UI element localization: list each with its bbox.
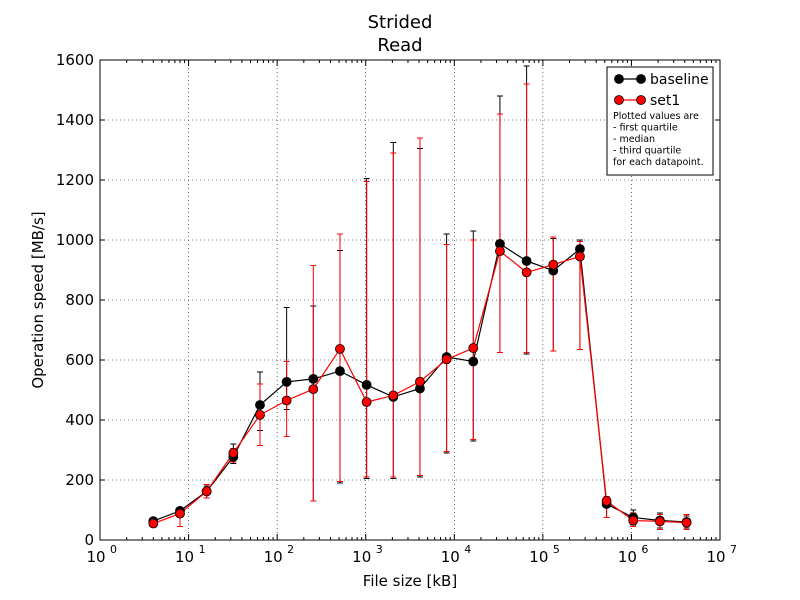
x-tick-label: 10 bbox=[441, 548, 460, 566]
legend-note-line: Plotted values are bbox=[613, 111, 699, 122]
legend-note-line: - median bbox=[613, 134, 655, 145]
x-tick-label: 10 bbox=[529, 548, 548, 566]
x-tick-label: 10 bbox=[618, 548, 637, 566]
legend-label-set1: set1 bbox=[650, 93, 680, 109]
series-points bbox=[148, 238, 692, 529]
set1-point bbox=[281, 395, 292, 406]
baseline-point bbox=[308, 373, 319, 384]
x-tick-label: 10 bbox=[86, 548, 105, 566]
x-tick-label-exponent: 4 bbox=[464, 543, 471, 556]
set1-point bbox=[255, 409, 265, 420]
chart-title-line-2: Read bbox=[377, 35, 423, 56]
set1-point bbox=[361, 397, 372, 407]
set1-point bbox=[441, 354, 452, 365]
set1-point bbox=[415, 376, 425, 387]
set1-point bbox=[228, 448, 239, 458]
legend: baseline set1 Plotted values are - first q… bbox=[606, 66, 714, 176]
legend-marker-set1 bbox=[614, 95, 624, 105]
x-tick-label-exponent: 7 bbox=[730, 543, 737, 556]
legend-note-line: - third quartile bbox=[613, 146, 681, 157]
set1-point bbox=[521, 267, 532, 278]
legend-note-line: - first quartile bbox=[613, 123, 678, 134]
set1-point bbox=[308, 384, 319, 395]
x-tick-label-exponent: 3 bbox=[376, 543, 383, 556]
x-tick-label-exponent: 1 bbox=[199, 543, 206, 556]
set1-point bbox=[548, 259, 559, 270]
set1-point bbox=[201, 486, 212, 497]
x-tick-label: 10 bbox=[706, 548, 725, 566]
legend-marker-baseline bbox=[614, 74, 624, 84]
x-tick-label-exponent: 5 bbox=[553, 543, 560, 556]
set1-point bbox=[388, 390, 399, 401]
x-axis-label: File size [kB] bbox=[362, 572, 458, 590]
set1-point bbox=[148, 518, 159, 529]
legend-marker-baseline bbox=[636, 74, 646, 84]
legend-box bbox=[606, 66, 714, 176]
y-tick-label: 400 bbox=[65, 411, 94, 429]
x-tick-label: 10 bbox=[175, 548, 194, 566]
set1-point bbox=[495, 246, 505, 257]
y-tick-label: 1000 bbox=[56, 231, 94, 249]
baseline-point bbox=[468, 356, 479, 367]
set1-point bbox=[681, 517, 692, 528]
legend-label-baseline: baseline bbox=[650, 72, 709, 88]
set1-point bbox=[335, 343, 345, 354]
legend-marker-set1 bbox=[636, 95, 646, 105]
y-axis-label: Operation speed [MB/s] bbox=[29, 211, 47, 389]
set1-point bbox=[468, 343, 479, 353]
baseline-point bbox=[361, 379, 372, 390]
y-tick-label: 1200 bbox=[56, 171, 94, 189]
set1-point bbox=[628, 515, 639, 526]
y-tick-label: 1400 bbox=[56, 111, 94, 129]
x-tick-label: 10 bbox=[264, 548, 283, 566]
legend-note-line: for each datapoint. bbox=[613, 157, 704, 168]
y-tick-label: 200 bbox=[65, 471, 94, 489]
x-tick-label-exponent: 6 bbox=[641, 543, 648, 556]
chart-title-line-1: Strided bbox=[367, 12, 433, 33]
baseline-point bbox=[281, 376, 292, 387]
y-tick-label: 800 bbox=[65, 291, 94, 309]
y-tick-label: 1600 bbox=[56, 51, 94, 69]
set1-point bbox=[655, 516, 665, 527]
x-tick-label-exponent: 0 bbox=[110, 543, 117, 556]
set1-point bbox=[175, 508, 185, 519]
baseline-point bbox=[335, 366, 345, 377]
y-tick-label: 0 bbox=[84, 531, 94, 549]
x-tick-label: 10 bbox=[352, 548, 371, 566]
baseline-point bbox=[521, 256, 532, 266]
y-tick-label: 600 bbox=[65, 351, 94, 369]
x-tick-label-exponent: 2 bbox=[287, 543, 294, 556]
set1-point bbox=[575, 251, 585, 262]
set1-point bbox=[601, 496, 612, 506]
baseline-point bbox=[255, 400, 265, 410]
